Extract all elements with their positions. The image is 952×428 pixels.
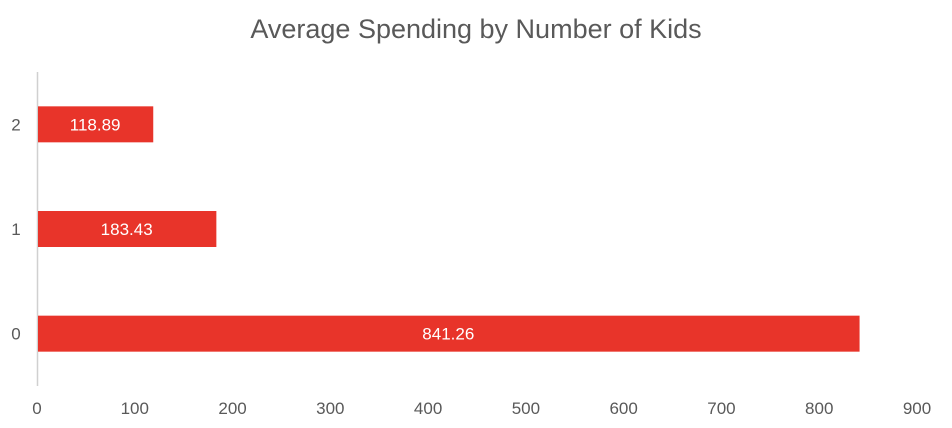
- bar: [38, 315, 860, 352]
- bar-data-label: 841.26: [422, 325, 474, 344]
- chart-title: Average Spending by Number of Kids: [250, 14, 702, 44]
- bar-data-label: 118.89: [70, 115, 121, 134]
- x-tick-label: 600: [609, 399, 637, 418]
- y-tick-label: 0: [11, 325, 20, 344]
- bar-data-label: 183.43: [101, 220, 153, 239]
- bar: [38, 211, 217, 247]
- bar: [38, 106, 154, 143]
- x-tick-label: 800: [805, 399, 833, 418]
- x-tick-label: 900: [903, 399, 931, 418]
- x-tick-label: 300: [316, 399, 344, 418]
- x-tick-label: 700: [707, 399, 735, 418]
- x-tick-label: 400: [414, 399, 442, 418]
- x-tick-label: 0: [32, 399, 41, 418]
- y-tick-label: 2: [11, 115, 20, 134]
- x-tick-label: 500: [512, 399, 540, 418]
- x-tick-label: 100: [121, 399, 149, 418]
- y-tick-label: 1: [11, 220, 20, 239]
- x-tick-label: 200: [218, 399, 246, 418]
